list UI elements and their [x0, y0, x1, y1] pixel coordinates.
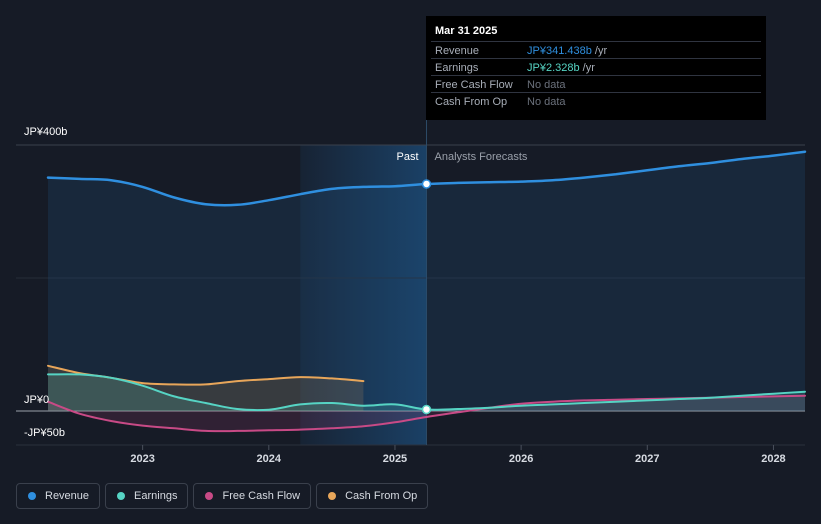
- series-area-cash-from-op: [48, 365, 364, 411]
- legend-item-free-cash-flow[interactable]: Free Cash Flow: [193, 483, 312, 509]
- revenue-point-marker: [421, 179, 432, 189]
- past-highlight-region: [300, 145, 427, 445]
- legend-item-earnings[interactable]: Earnings: [105, 483, 189, 509]
- x-tick-label: 2025: [383, 453, 407, 465]
- tooltip-row-cash-from-op: Cash From Op No data: [431, 92, 761, 110]
- legend: Revenue Earnings Free Cash Flow Cash Fro…: [16, 483, 429, 511]
- tooltip-value-unit: /yr: [579, 62, 595, 74]
- legend-item-revenue[interactable]: Revenue: [16, 483, 101, 509]
- legend-dot-icon: [205, 492, 214, 500]
- tooltip-value-number: JP¥341.438b: [527, 45, 592, 57]
- tooltip-value: No data: [527, 96, 566, 108]
- tooltip-label: Cash From Op: [435, 96, 508, 108]
- x-tick-label: 2027: [635, 453, 659, 465]
- y-tick-label: -JP¥50b: [24, 427, 65, 439]
- tooltip-value-number: JP¥2.328b: [527, 62, 580, 74]
- y-tick-label: JP¥0: [24, 394, 49, 406]
- past-label: Past: [396, 151, 418, 163]
- legend-label: Earnings: [134, 490, 178, 502]
- tooltip-value: No data: [527, 79, 566, 91]
- tooltip-row-revenue: Revenue JP¥341.438b /yr: [431, 41, 761, 59]
- x-tick-label: 2028: [761, 453, 785, 465]
- y-tick-label: JP¥400b: [24, 126, 67, 138]
- tooltip-value-unit: /yr: [591, 45, 608, 57]
- tooltip-label: Free Cash Flow: [435, 79, 513, 91]
- legend-dot-icon: [328, 492, 337, 500]
- earnings-point-marker: [421, 404, 432, 415]
- tooltip-label: Revenue: [435, 45, 480, 57]
- legend-label: Revenue: [45, 490, 90, 502]
- legend-label: Cash From Op: [345, 490, 418, 502]
- legend-dot-icon: [28, 492, 36, 500]
- x-tick-label: 2026: [509, 453, 533, 465]
- tooltip: Mar 31 2025 Revenue JP¥341.438b /yr Earn…: [426, 16, 766, 120]
- tooltip-date: Mar 31 2025: [435, 25, 498, 37]
- tooltip-row-free-cash-flow: Free Cash Flow No data: [431, 75, 761, 93]
- tooltip-value: JP¥341.438b /yr: [527, 45, 607, 57]
- tooltip-value: JP¥2.328b /yr: [527, 62, 595, 74]
- x-tick-label: 2024: [257, 453, 282, 465]
- legend-item-cash-from-op[interactable]: Cash From Op: [316, 483, 429, 509]
- legend-label: Free Cash Flow: [222, 490, 301, 502]
- tooltip-label: Earnings: [435, 62, 479, 74]
- tooltip-row-earnings: Earnings JP¥2.328b /yr: [431, 58, 761, 76]
- legend-dot-icon: [117, 492, 126, 500]
- forecast-label: Analysts Forecasts: [435, 151, 528, 163]
- series-area-revenue: [48, 151, 805, 411]
- x-tick-label: 2023: [130, 453, 154, 465]
